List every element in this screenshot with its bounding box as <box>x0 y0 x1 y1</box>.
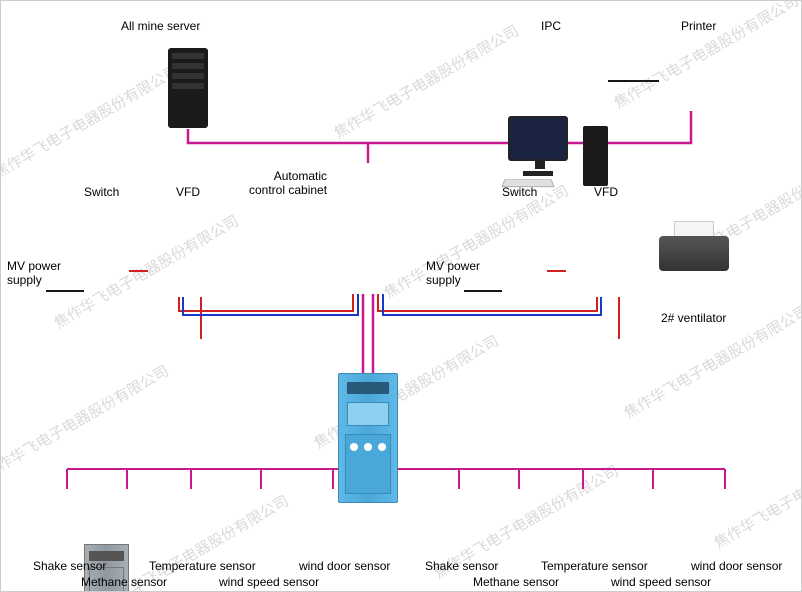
printer-node <box>659 221 729 271</box>
methane-label-l: Methane sensor <box>81 575 167 589</box>
vfd-right-label: VFD <box>594 185 618 199</box>
ipc-label: IPC <box>541 19 561 33</box>
cabinet-label: Automatic control cabinet <box>249 169 327 197</box>
methane-label-r: Methane sensor <box>473 575 559 589</box>
temp-label-l: Temperature sensor <box>149 559 256 573</box>
switch-right-label: Switch <box>502 185 537 199</box>
switch-left-label: Switch <box>84 185 119 199</box>
server-node <box>168 48 208 128</box>
control-cabinet-node <box>338 373 398 503</box>
speed-label-r: wind speed sensor <box>611 575 711 589</box>
printer-label: Printer <box>681 19 716 33</box>
speed-label-l: wind speed sensor <box>219 575 319 589</box>
temp-label-r: Temperature sensor <box>541 559 648 573</box>
shake-label-r: Shake sensor <box>425 559 498 573</box>
mv-left-label: MV power supply <box>7 259 61 287</box>
mv-right-label: MV power supply <box>426 259 480 287</box>
shake-label-l: Shake sensor <box>33 559 106 573</box>
server-label: All mine server <box>121 19 200 33</box>
door-label-r: wind door sensor <box>691 559 782 573</box>
diagram-canvas: 焦作华飞电子电器股份有限公司焦作华飞电子电器股份有限公司焦作华飞电子电器股份有限… <box>0 0 802 592</box>
ipc-node <box>508 116 608 196</box>
door-label-l: wind door sensor <box>299 559 390 573</box>
vfd-left-label: VFD <box>176 185 200 199</box>
ventilator-2-label: 2# ventilator <box>661 311 726 325</box>
